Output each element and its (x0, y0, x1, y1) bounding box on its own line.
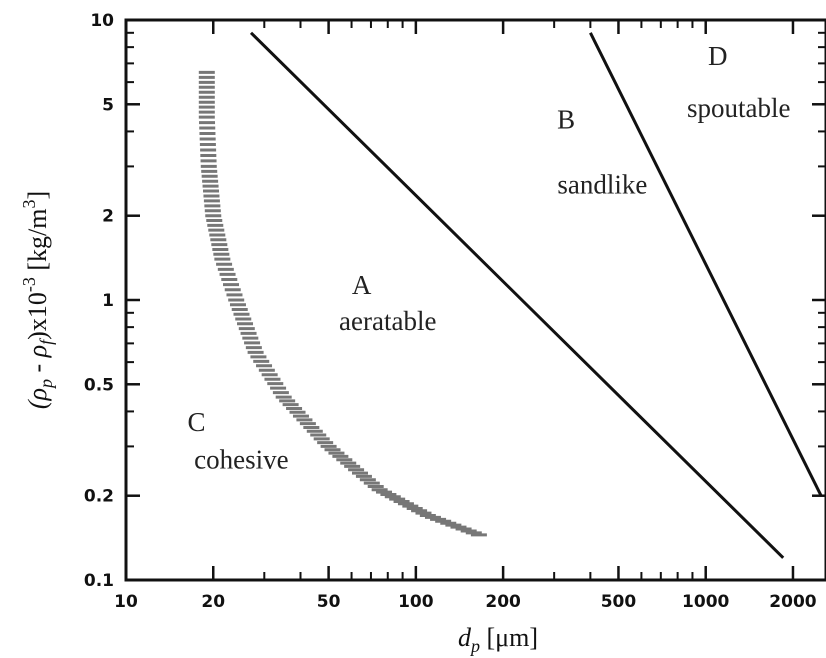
y-axis-title-close: )x10 (23, 292, 52, 340)
x-axis-title-main: d (458, 623, 472, 652)
y-tick-label: 0.1 (84, 571, 114, 591)
y-tick-label: 0.5 (84, 375, 114, 395)
y-axis-title-mid: - ρ (23, 345, 52, 379)
y-axis-title-end: ] (23, 191, 52, 200)
region-aeratable-letter: A (352, 270, 372, 300)
y-axis-title-sub1: p (36, 379, 56, 390)
region-sandlike-letter: B (557, 104, 575, 134)
x-tick-label: 500 (601, 592, 637, 612)
axis-ticks (124, 18, 826, 582)
y-tick-label: 1 (102, 291, 114, 311)
region-aeratable-name: aeratable (339, 306, 436, 336)
region-sandlike-name: sandlike (557, 170, 647, 200)
region-cohesive-letter: C (187, 407, 205, 437)
bd-boundary-line (589, 32, 823, 497)
x-tick-label: 2000 (769, 592, 816, 612)
ab-boundary-line (249, 31, 785, 559)
x-tick-labels: 10 20 50 100 200 500 1000 2000 (114, 592, 817, 612)
y-axis-title-sub2: f (36, 337, 56, 345)
y-tick-label: 0.2 (84, 487, 114, 507)
x-tick-label: 200 (485, 592, 521, 612)
region-spoutable-name: spoutable (687, 93, 790, 123)
y-axis-title-unit: [kg/m (23, 209, 52, 278)
x-axis-title-sub: p (469, 636, 480, 656)
y-axis-title: (ρp - ρf)x10-3 [kg/m3] (19, 191, 56, 409)
ca-boundary-hatch (198, 70, 487, 537)
y-tick-labels: 0.1 0.2 0.5 1 2 5 10 (84, 11, 114, 591)
x-tick-label: 100 (398, 592, 434, 612)
y-tick-label: 2 (102, 207, 114, 227)
y-axis-title-open: (ρ (23, 388, 52, 409)
x-tick-label: 10 (114, 592, 138, 612)
x-tick-label: 1000 (682, 592, 729, 612)
boundary-lines (198, 31, 823, 559)
y-axis-title-sup2: 3 (19, 200, 39, 209)
x-tick-label: 20 (201, 592, 225, 612)
region-cohesive-name: cohesive (194, 445, 288, 475)
x-tick-label: 50 (317, 592, 341, 612)
x-axis-title-unit: [μm] (480, 623, 538, 652)
y-tick-label: 5 (102, 95, 114, 115)
y-axis-title-sup1: -3 (19, 277, 39, 292)
region-spoutable-letter: D (708, 41, 728, 71)
x-axis-title: dp [μm] (458, 623, 538, 656)
y-tick-label: 10 (90, 11, 114, 31)
